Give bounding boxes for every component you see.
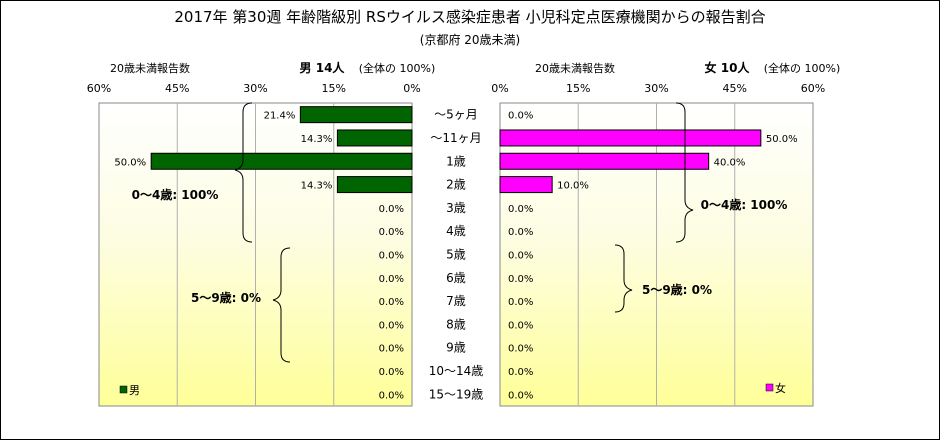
right-value-label-10: 0.0% <box>508 344 533 355</box>
right-header-share: (全体の 100%) <box>764 61 841 75</box>
right-value-label-9: 0.0% <box>508 320 533 331</box>
right-value-label-8: 0.0% <box>508 297 533 308</box>
category-label-3: 2歳 <box>446 178 466 192</box>
left-bar-0 <box>299 106 413 124</box>
right-value-label-11: 0.0% <box>508 367 533 378</box>
female-legend-label: 女 <box>775 381 786 395</box>
category-label-6: 5歳 <box>446 248 466 262</box>
category-label-12: 15～19歳 <box>429 387 484 401</box>
category-label-10: 9歳 <box>446 341 466 355</box>
left-value-label-5: 0.0% <box>379 227 404 238</box>
left-value-label-2: 50.0% <box>114 157 146 168</box>
category-label-5: 4歳 <box>446 224 466 238</box>
right-value-label-6: 0.0% <box>508 251 533 262</box>
right-tick-label: 45% <box>723 82 747 95</box>
category-label-0: ～5ヶ月 <box>434 108 478 122</box>
left-value-label-6: 0.0% <box>379 251 404 262</box>
female-legend-swatch <box>765 383 774 392</box>
left-tick-label: 0% <box>403 82 420 95</box>
category-label-9: 8歳 <box>446 317 466 331</box>
left-value-label-12: 0.0% <box>379 390 404 401</box>
right-tick-label: 30% <box>644 82 668 95</box>
right-tick-label: 15% <box>566 82 590 95</box>
right-value-label-7: 0.0% <box>508 274 533 285</box>
left-value-label-4: 0.0% <box>379 204 404 215</box>
left-header-count-label: 20歳未満報告数 <box>110 62 190 75</box>
right-tick-label: 0% <box>491 82 508 95</box>
left-bar-1 <box>336 129 413 147</box>
left-value-label-10: 0.0% <box>379 344 404 355</box>
right-value-label-1: 50.0% <box>766 134 798 145</box>
category-label-8: 7歳 <box>446 294 466 308</box>
left-value-label-1: 14.3% <box>301 134 333 145</box>
male-legend-swatch <box>119 385 128 394</box>
right-value-label-2: 40.0% <box>714 157 746 168</box>
right-bar-1 <box>499 129 762 147</box>
right-value-label-5: 0.0% <box>508 227 533 238</box>
chart-title: 2017年 第30週 年齢階級別 RSウイルス感染症患者 小児科定点医療機関から… <box>174 8 765 26</box>
right-group-label-5-9: 5～9歳: 0% <box>642 282 712 297</box>
left-tick-label: 15% <box>322 82 346 95</box>
right-group-label-0-4: 0～4歳: 100% <box>701 197 788 212</box>
right-value-label-3: 10.0% <box>557 181 589 192</box>
left-group-label-5-9: 5～9歳: 0% <box>191 290 261 305</box>
right-brace-5-9 <box>614 244 633 313</box>
left-header-sex-count: 男 14人 <box>300 60 346 75</box>
left-value-label-7: 0.0% <box>379 274 404 285</box>
right-tick-label: 60% <box>801 82 825 95</box>
left-tick-label: 30% <box>243 82 267 95</box>
left-value-label-3: 14.3% <box>301 181 333 192</box>
category-label-2: 1歳 <box>446 154 466 168</box>
right-bar-3 <box>499 176 553 194</box>
category-label-1: ～11ヶ月 <box>430 131 481 145</box>
left-value-label-0: 21.4% <box>264 111 296 122</box>
left-value-label-8: 0.0% <box>379 297 404 308</box>
category-label-11: 10～14歳 <box>429 364 484 378</box>
male-legend-label: 男 <box>129 384 140 397</box>
left-group-label-0-4: 0～4歳: 100% <box>132 187 219 202</box>
left-value-label-9: 0.0% <box>379 320 404 331</box>
right-header-sex-count: 女 10人 <box>705 60 751 75</box>
right-brace-0-4 <box>675 102 694 243</box>
right-bar-2 <box>499 152 710 170</box>
right-header-count-label: 20歳未満報告数 <box>535 62 615 75</box>
left-bar-3 <box>336 176 413 194</box>
right-value-label-4: 0.0% <box>508 204 533 215</box>
category-label-7: 6歳 <box>446 271 466 285</box>
right-value-label-12: 0.0% <box>508 390 533 401</box>
left-tick-label: 45% <box>165 82 189 95</box>
category-label-4: 3歳 <box>446 201 466 215</box>
right-value-label-0: 0.0% <box>508 111 533 122</box>
left-header-share: (全体の 100%) <box>359 61 436 75</box>
chart-subtitle: (京都府 20歳未満) <box>420 32 520 47</box>
left-tick-label: 60% <box>87 82 111 95</box>
left-brace-0-4 <box>234 102 253 243</box>
left-value-label-11: 0.0% <box>379 367 404 378</box>
left-brace-5-9 <box>272 247 291 363</box>
left-bar-2 <box>150 152 413 170</box>
